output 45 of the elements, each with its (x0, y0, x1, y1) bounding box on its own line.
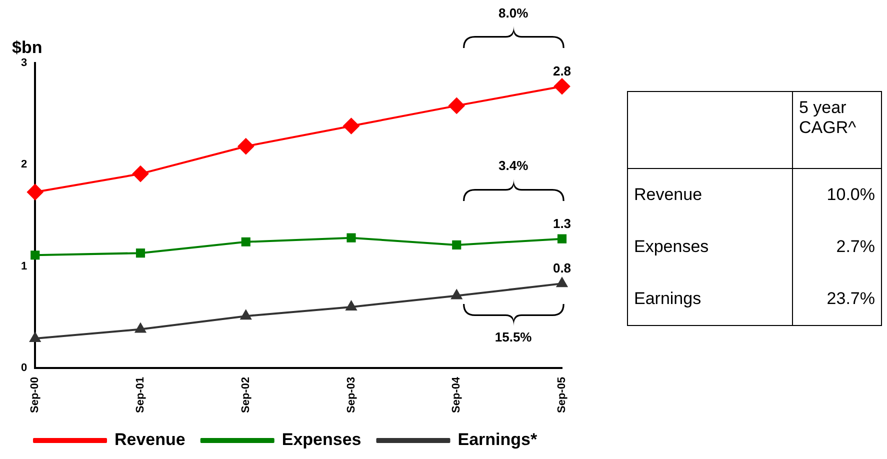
annotation: 3.4% (498, 158, 529, 173)
y-tick-label: 3 (20, 57, 28, 70)
y-tick-label: 2 (20, 158, 28, 171)
x-tick-label: Sep-05 (556, 376, 568, 414)
point (132, 166, 148, 182)
category-label: Earnings (628, 273, 792, 326)
point (30, 332, 40, 342)
point (557, 234, 567, 244)
data-label: 2.8 (552, 63, 572, 78)
point (343, 118, 360, 134)
point (554, 78, 570, 94)
y-tick-label: 1 (20, 260, 28, 272)
y-axis-title: $bn (12, 38, 42, 58)
point (346, 233, 356, 242)
data-label: 10.0% (792, 168, 882, 221)
point (135, 323, 146, 333)
legend-label: Revenue (114, 430, 186, 450)
x-tick-label: Sep-00 (29, 376, 42, 414)
y-tick-label: 0 (20, 362, 28, 374)
point (238, 138, 254, 154)
point (241, 237, 250, 246)
point (27, 184, 44, 200)
annotation: 15.5% (494, 330, 532, 345)
point (556, 278, 568, 288)
x-tick-label: Sep-04 (450, 376, 463, 414)
point (136, 248, 146, 258)
point (452, 240, 462, 250)
point (448, 98, 465, 114)
category-label: Revenue (628, 168, 792, 221)
point (240, 310, 252, 320)
data-label: 23.7% (792, 273, 882, 326)
legend-label: Expenses (282, 430, 362, 450)
x-tick-label: Sep-02 (240, 376, 252, 414)
legend-label: Earnings* (458, 430, 538, 450)
data-label: 1.3 (552, 216, 572, 231)
text: 8.0% (498, 5, 529, 20)
point (30, 250, 40, 260)
point (451, 290, 462, 300)
category-label: Expenses (628, 221, 792, 273)
point (346, 300, 357, 310)
x-tick-label: Sep-03 (345, 376, 358, 414)
x-tick-label: Sep-01 (134, 376, 147, 414)
data-label: 2.7% (792, 221, 882, 273)
data-label: 0.8 (552, 260, 572, 276)
text: 5 year CAGR^ (792, 92, 882, 168)
